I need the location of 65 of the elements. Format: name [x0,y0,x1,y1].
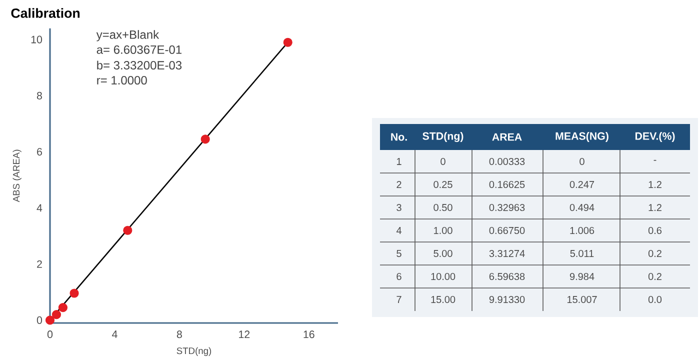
y-tick-label: 10 [31,36,42,44]
text: 10.00 [431,272,456,280]
text: 0.247 [570,180,594,188]
x-tick-label: 16 [304,330,314,338]
text: 2 [396,181,402,188]
text: 3 [396,204,402,212]
text: 1.2 [648,181,662,188]
text: 1.00 [434,226,452,234]
text: 0.2 [648,250,662,258]
text: 6.59638 [489,272,525,280]
text: - [654,160,656,161]
point [70,288,79,298]
text: 4 [396,227,402,234]
y-tick-label: 8 [36,92,42,100]
text: 0.50 [434,204,452,212]
text: 0.6 [648,226,662,234]
y-tick-label: 6 [37,148,42,156]
text: 0.00333 [489,158,525,166]
text: 1.006 [570,226,594,234]
x-tick-label: 0 [47,330,53,338]
point [45,316,55,325]
text: 1.2 [648,204,662,211]
text: No. [391,133,407,141]
point [58,303,68,312]
point [52,310,62,320]
annotation: a= 6.60367E-01 [96,45,182,54]
text: 9.91330 [489,296,525,304]
text: 0.0 [648,296,662,304]
text: 0.25 [434,180,452,188]
point [200,134,210,144]
text: 15.00 [431,296,456,304]
text: STD(ng) [422,132,464,142]
text: 5 [396,250,402,257]
text: AREA [492,133,522,141]
y-axis-title: ABS (AREA) [12,150,22,202]
text: 3.31274 [489,250,525,258]
text: 5.011 [570,250,594,258]
text: 0 [580,158,584,166]
text: 0 [440,158,446,166]
text: MEAS(NG) [556,132,608,142]
x-tick-label: 4 [112,330,118,338]
text: 0.16625 [489,180,525,188]
text: 0.2 [648,272,662,280]
x-axis-title: STD(ng) [176,347,212,356]
text: 0.32963 [489,204,525,212]
x-tick-label: 12 [239,330,250,338]
text: 6 [396,272,402,280]
text: 15.007 [567,296,597,304]
y-tick-label: 0 [36,316,42,324]
text: DEV.(%) [635,132,675,142]
point [283,38,292,47]
text: 5.00 [434,250,452,258]
y-tick-label: 2 [37,260,42,268]
y-tick-label: 4 [36,204,42,212]
text: 0.494 [570,204,594,212]
point [123,226,132,235]
text: 7 [396,296,402,303]
text: 0.66750 [489,226,525,234]
annotation: r= 1.0000 [97,76,147,85]
x-tick-label: 8 [176,330,182,338]
text: 9.984 [570,272,594,280]
annotation: y=ax+Blank [96,30,160,42]
chart-title: Calibration [11,8,80,18]
annotation: b= 3.33200E-03 [97,60,182,70]
text: 1 [396,158,402,165]
